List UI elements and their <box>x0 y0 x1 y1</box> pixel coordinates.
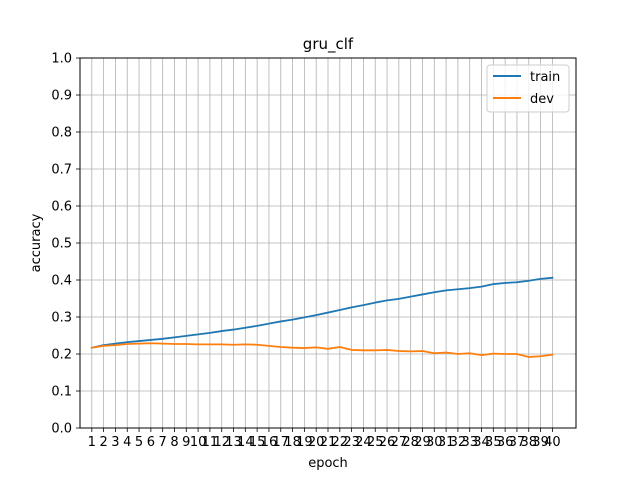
x-tick-label: 8 <box>170 435 178 450</box>
y-tick-label: 0.3 <box>51 311 72 326</box>
legend-train-label: train <box>530 70 560 85</box>
x-tick-label: 16 <box>261 435 278 450</box>
x-tick-label: 25 <box>367 435 384 450</box>
x-tick-label: 9 <box>182 435 190 450</box>
x-tick-label: 23 <box>343 435 360 450</box>
x-tick-label: 5 <box>135 435 143 450</box>
x-tick-label: 38 <box>520 435 537 450</box>
x-tick-label: 12 <box>213 435 230 450</box>
x-tick-label: 26 <box>379 435 396 450</box>
y-tick-label: 0.1 <box>51 385 72 400</box>
legend: train dev <box>486 64 570 113</box>
x-axis-label: epoch <box>308 456 348 471</box>
y-tick-label: 0.6 <box>51 200 72 215</box>
x-tick-label: 39 <box>532 435 549 450</box>
y-tick-label: 0.0 <box>51 422 72 437</box>
x-tick-label: 15 <box>249 435 266 450</box>
y-axis-label: accuracy <box>29 213 44 272</box>
x-tick-label: 19 <box>296 435 313 450</box>
x-tick-label: 31 <box>438 435 455 450</box>
series-line-dev <box>90 342 554 358</box>
x-tick-label: 18 <box>284 435 301 450</box>
x-tick-label: 27 <box>391 435 408 450</box>
x-tick-label: 34 <box>473 435 490 450</box>
y-tick-label: 0.2 <box>51 348 72 363</box>
y-tick-label: 0.5 <box>51 237 72 252</box>
series-lines <box>90 276 554 358</box>
x-tick-label: 21 <box>320 435 337 450</box>
x-tick-label: 35 <box>485 435 502 450</box>
legend-dev-label: dev <box>530 92 554 107</box>
series-line-train <box>90 276 554 349</box>
x-tick-label: 3 <box>111 435 119 450</box>
x-tick-label: 37 <box>509 435 526 450</box>
x-tick-label: 11 <box>202 435 219 450</box>
x-tick-label: 36 <box>497 435 514 450</box>
x-tick-label: 29 <box>414 435 431 450</box>
x-tick-label: 20 <box>308 435 325 450</box>
x-tick-label: 17 <box>272 435 289 450</box>
y-tick-label: 0.7 <box>51 163 72 178</box>
y-tick-label: 0.8 <box>51 126 72 141</box>
x-tick-label: 6 <box>147 435 155 450</box>
x-tick-label: 4 <box>123 435 131 450</box>
x-tick-label: 24 <box>355 435 372 450</box>
y-tick-label: 1.0 <box>51 52 72 67</box>
plot-frame <box>79 57 577 429</box>
y-tick-label: 0.4 <box>51 274 72 289</box>
axis-ticks: 0.00.10.20.30.40.50.60.70.80.91.01 2 3 4 5 6 7… <box>51 52 560 451</box>
x-tick-label: 14 <box>237 435 254 450</box>
x-tick-label: 33 <box>461 435 478 450</box>
x-tick-label: 30 <box>426 435 443 450</box>
x-tick-label: 1 <box>88 435 96 450</box>
x-tick-label: 40 <box>544 435 561 450</box>
x-tick-label: 28 <box>402 435 419 450</box>
x-tick-label: 13 <box>225 435 242 450</box>
x-tick-label: 10 <box>190 435 207 450</box>
chart-title: gru_clf <box>303 35 354 54</box>
x-tick-label: 2 <box>99 435 107 450</box>
y-tick-label: 0.9 <box>51 89 72 104</box>
x-tick-label: 32 <box>450 435 467 450</box>
x-tick-label: 7 <box>159 435 167 450</box>
x-tick-label: 22 <box>332 435 349 450</box>
